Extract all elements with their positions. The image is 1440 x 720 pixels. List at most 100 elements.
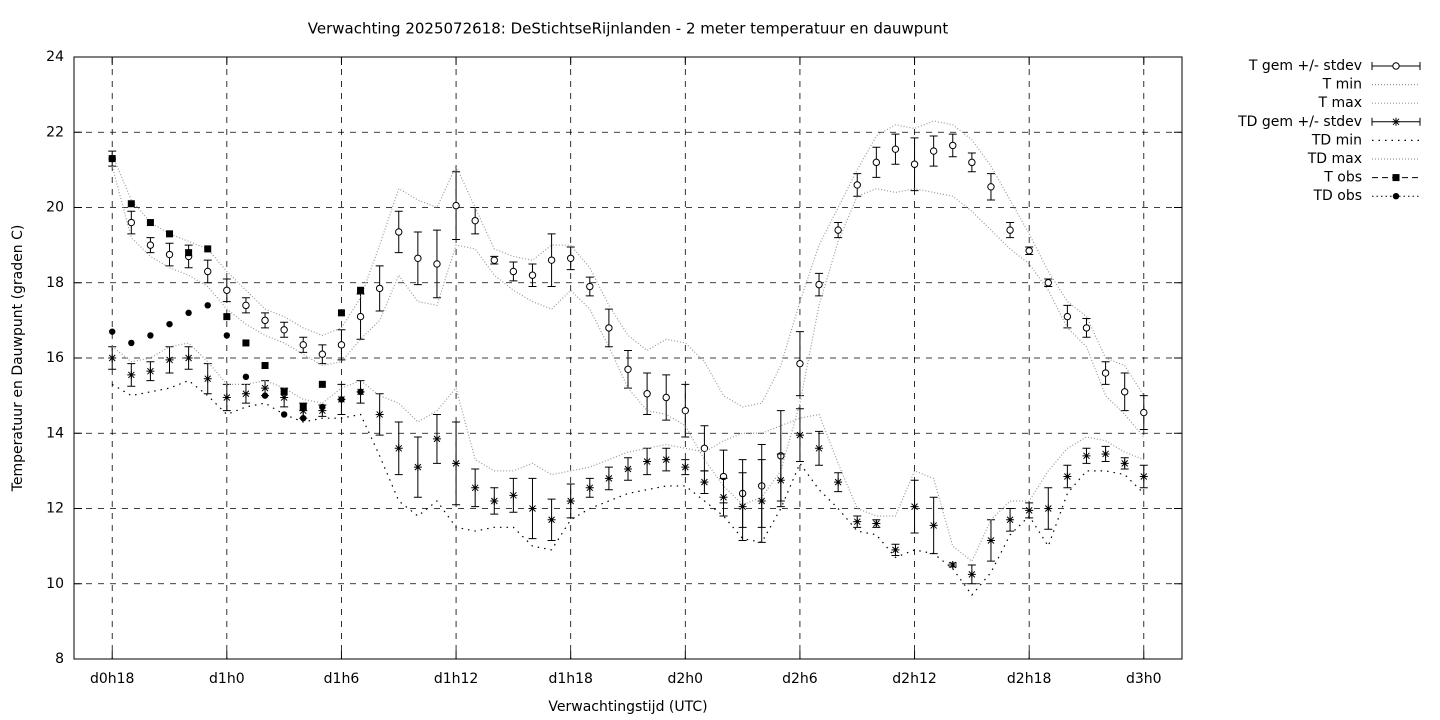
marker (299, 341, 307, 349)
x-tick-label: d2h6 (782, 671, 818, 687)
marker (394, 444, 403, 453)
y-tick-label: 20 (46, 200, 64, 216)
marker (1082, 451, 1091, 460)
marker (432, 434, 441, 443)
marker (127, 218, 136, 227)
marker (509, 267, 518, 276)
marker (280, 411, 288, 418)
marker (968, 158, 976, 167)
marker (872, 519, 881, 528)
marker (547, 256, 556, 264)
marker (566, 254, 575, 262)
marker (986, 536, 995, 545)
marker (1082, 324, 1091, 332)
chart-title: Verwachting 2025072618: DeStichtseRijnla… (308, 20, 949, 38)
marker (490, 496, 499, 505)
marker (757, 496, 766, 505)
marker (261, 316, 269, 325)
marker (375, 410, 384, 419)
marker (1101, 369, 1110, 377)
marker (872, 158, 881, 167)
marker (987, 183, 995, 191)
legend-label: TD obs (1312, 188, 1362, 204)
marker (700, 478, 709, 487)
marker (910, 502, 919, 511)
legend-label: T gem +/- stdev (1248, 58, 1362, 74)
marker (585, 483, 594, 492)
marker (184, 354, 193, 362)
series-line (111, 342, 1145, 563)
marker (318, 406, 327, 415)
legend-label: T obs (1323, 170, 1362, 186)
x-axis-label: Verwachtingstijd (UTC) (548, 699, 707, 715)
marker (891, 545, 900, 554)
marker (1063, 472, 1072, 481)
marker (1101, 449, 1110, 458)
legend-swatch (1392, 193, 1400, 200)
marker (128, 339, 135, 347)
marker (815, 280, 823, 289)
y-tick-label: 16 (46, 350, 64, 366)
marker (318, 350, 327, 358)
marker (452, 459, 461, 468)
marker (242, 373, 250, 381)
series-line (111, 165, 1145, 506)
y-tick-label: 12 (46, 501, 64, 517)
marker (528, 504, 537, 513)
marker (280, 326, 288, 334)
legend-label: TD gem +/- stdev (1237, 114, 1362, 130)
marker (222, 393, 231, 402)
marker (109, 328, 116, 335)
marker (146, 367, 155, 376)
marker (356, 312, 365, 321)
marker (204, 302, 211, 309)
marker (662, 455, 671, 464)
marker (1140, 408, 1148, 417)
marker (662, 393, 670, 402)
marker (185, 309, 192, 317)
marker (337, 341, 346, 349)
legend-swatch (1392, 117, 1400, 126)
marker (1120, 459, 1129, 468)
marker (948, 560, 957, 569)
marker (643, 457, 652, 466)
marker (471, 216, 479, 225)
marker (815, 444, 824, 453)
marker (643, 390, 651, 398)
marker (949, 141, 957, 150)
marker (891, 145, 900, 153)
x-tick-label: d1h12 (434, 671, 478, 687)
marker (1120, 388, 1129, 396)
marker (241, 389, 250, 398)
marker (127, 200, 135, 208)
marker (203, 374, 212, 383)
marker (1025, 247, 1033, 255)
x-tick-label: d0h18 (90, 671, 134, 687)
marker (280, 388, 288, 396)
marker (967, 570, 976, 579)
marker (280, 393, 289, 402)
marker (223, 286, 231, 294)
marker (929, 147, 938, 155)
marker (1044, 279, 1052, 287)
marker (604, 474, 613, 483)
x-tick-label: d3h0 (1126, 671, 1162, 687)
x-tick-label: d1h6 (324, 671, 360, 687)
marker (319, 403, 326, 411)
marker (204, 267, 212, 276)
marker (1006, 515, 1015, 524)
legend-label: T max (1317, 95, 1362, 111)
y-tick-label: 22 (46, 124, 64, 140)
marker (108, 155, 116, 163)
marker (853, 517, 862, 526)
marker (223, 332, 231, 339)
marker (1063, 312, 1072, 321)
marker (738, 502, 747, 511)
legend-swatch (1371, 117, 1421, 126)
marker (586, 282, 594, 291)
marker (165, 355, 174, 364)
marker (299, 406, 308, 415)
marker (471, 483, 480, 492)
marker (127, 370, 136, 379)
marker (1006, 226, 1014, 234)
